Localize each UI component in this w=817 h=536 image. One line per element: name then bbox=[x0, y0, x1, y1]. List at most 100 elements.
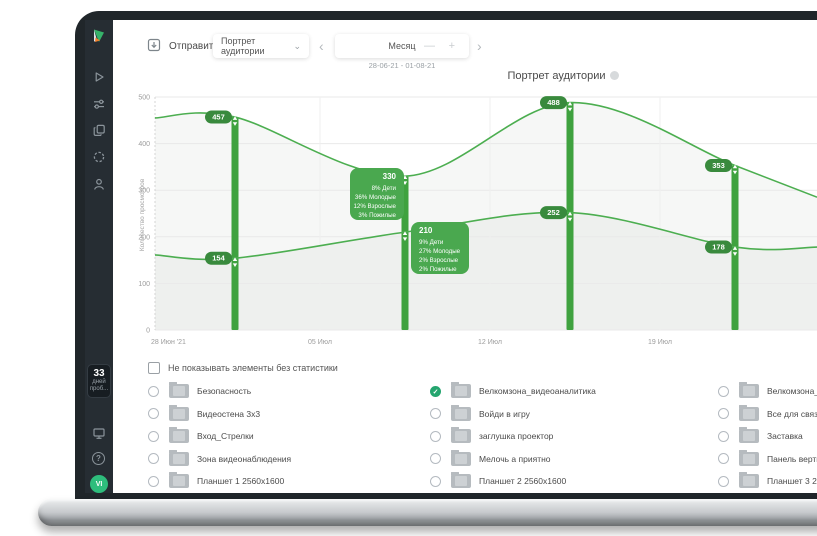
export-report-icon[interactable] bbox=[146, 37, 162, 53]
report-type-value: Портрет аудитории bbox=[221, 36, 265, 56]
svg-text:400: 400 bbox=[138, 141, 150, 148]
audience-chart: 0 100 200 300 400 500 457 154 488 252 353 178 330 8% … bbox=[138, 85, 817, 365]
svg-text:3% Пожилые: 3% Пожилые bbox=[358, 212, 396, 219]
value-pill bbox=[540, 96, 567, 110]
svg-text:252: 252 bbox=[547, 208, 560, 217]
avatar-initials: VI bbox=[95, 480, 103, 488]
app-logo-icon[interactable] bbox=[91, 28, 107, 44]
radio[interactable] bbox=[148, 385, 159, 397]
item-label: Планшет 2 2560х1600 bbox=[479, 476, 567, 486]
svg-text:05 Июл: 05 Июл bbox=[308, 339, 332, 346]
display-icon[interactable] bbox=[92, 426, 106, 440]
svg-text:300: 300 bbox=[138, 188, 150, 195]
hide-empty-checkbox[interactable] bbox=[148, 362, 160, 374]
value-pill bbox=[205, 251, 232, 265]
radio[interactable] bbox=[718, 475, 729, 487]
laptop-screen: 33 дней проб... ? VI Отправить отчёт Пор… bbox=[85, 20, 817, 493]
prev-period-button[interactable]: ‹ bbox=[319, 38, 324, 54]
folder-icon bbox=[451, 382, 471, 398]
svg-text:178: 178 bbox=[712, 243, 725, 252]
radio[interactable] bbox=[430, 408, 441, 419]
value-pill bbox=[705, 159, 732, 173]
list-item[interactable]: Планшет 1 2560х1600 bbox=[148, 472, 416, 490]
folder-icon bbox=[169, 404, 189, 421]
info-icon[interactable] bbox=[609, 71, 619, 80]
value-pill bbox=[540, 206, 567, 220]
pages-icon[interactable] bbox=[92, 123, 106, 137]
list-item[interactable]: Велкомзона_видеоаналитика bbox=[718, 382, 817, 400]
folder-icon bbox=[451, 472, 471, 488]
folder-icon bbox=[451, 449, 471, 466]
list-item[interactable]: Все для связи bbox=[718, 404, 817, 423]
radio[interactable] bbox=[148, 475, 159, 487]
svg-text:2% Взрослые: 2% Взрослые bbox=[419, 257, 459, 264]
list-item[interactable]: Мелочь а приятно bbox=[430, 449, 698, 468]
list-item[interactable]: Видеостена 3х3 bbox=[148, 404, 416, 423]
play-icon[interactable] bbox=[92, 70, 106, 84]
radio[interactable] bbox=[148, 430, 159, 442]
item-label: Зона видеонаблюдения bbox=[197, 453, 292, 464]
svg-text:Количество просмотров: Количество просмотров bbox=[139, 178, 146, 251]
radio[interactable] bbox=[430, 430, 441, 442]
folder-icon bbox=[739, 404, 759, 421]
list-item[interactable]: Зона видеонаблюдения bbox=[148, 449, 416, 468]
value-pill bbox=[205, 110, 232, 124]
radio[interactable] bbox=[148, 408, 159, 419]
help-icon[interactable]: ? bbox=[92, 452, 105, 465]
list-item[interactable]: заглушка проектор bbox=[430, 427, 698, 445]
radio[interactable] bbox=[718, 453, 729, 464]
radio[interactable] bbox=[148, 453, 159, 464]
send-report-button[interactable]: Отправить отчёт bbox=[169, 41, 247, 52]
zoom-in-button[interactable]: + bbox=[448, 40, 455, 52]
chart-title: Портрет аудитории bbox=[443, 70, 683, 82]
svg-text:12% Взрослые: 12% Взрослые bbox=[353, 203, 396, 210]
next-period-button[interactable]: › bbox=[477, 38, 482, 54]
zoom-out-button[interactable]: — bbox=[424, 40, 435, 52]
item-label: Войди в игру bbox=[479, 408, 530, 419]
item-label: Видеостена 3х3 bbox=[197, 408, 261, 419]
list-item[interactable]: Панель вертикальная внутр... bbox=[718, 449, 817, 468]
trial-days: 33 bbox=[93, 368, 105, 379]
data-bar bbox=[231, 117, 239, 330]
svg-text:28 Июн '21: 28 Июн '21 bbox=[151, 339, 186, 346]
avatar[interactable]: VI bbox=[90, 475, 108, 493]
list-item[interactable]: Войди в игру bbox=[430, 404, 698, 423]
sliders-icon[interactable] bbox=[92, 97, 106, 111]
svg-text:27% Молодые: 27% Молодые bbox=[419, 248, 461, 255]
svg-text:500: 500 bbox=[138, 95, 150, 102]
svg-text:457: 457 bbox=[212, 113, 225, 122]
svg-text:0: 0 bbox=[146, 328, 150, 335]
list-item[interactable]: Безопасность bbox=[148, 382, 416, 400]
folder-icon bbox=[169, 449, 189, 466]
radio-checked[interactable]: ✓ bbox=[430, 385, 441, 397]
report-type-select[interactable]: Портрет аудитории ⌄ bbox=[213, 34, 309, 58]
svg-text:9% Дети: 9% Дети bbox=[419, 239, 444, 246]
folder-icon bbox=[169, 427, 189, 443]
list-item[interactable]: Планшет 2 2560х1600 bbox=[430, 472, 698, 490]
trial-line2: проб... bbox=[89, 386, 109, 392]
folder-icon bbox=[451, 404, 471, 421]
period-select[interactable]: Месяц — + bbox=[335, 34, 469, 58]
gear-dashed-icon[interactable] bbox=[92, 150, 106, 164]
hide-empty-row: Не показывать элементы без статистики bbox=[148, 362, 338, 374]
user-icon[interactable] bbox=[92, 177, 106, 191]
list-item[interactable]: ✓ Велкомзона_видеоаналитика bbox=[430, 382, 698, 400]
list-item[interactable]: Заставка bbox=[718, 427, 817, 445]
radio[interactable] bbox=[718, 385, 729, 397]
list-item[interactable]: Вход_Стрелки bbox=[148, 427, 416, 445]
folder-icon bbox=[451, 427, 471, 443]
sidebar: 33 дней проб... ? VI bbox=[85, 20, 113, 493]
radio[interactable] bbox=[718, 408, 729, 419]
radio[interactable] bbox=[718, 430, 729, 442]
trial-badge[interactable]: 33 дней проб... bbox=[87, 364, 111, 398]
folder-icon bbox=[169, 472, 189, 488]
radio[interactable] bbox=[430, 475, 441, 487]
svg-text:330: 330 bbox=[383, 172, 397, 181]
radio[interactable] bbox=[430, 453, 441, 464]
folder-icon bbox=[739, 382, 759, 398]
item-label: Мелочь а приятно bbox=[479, 453, 551, 464]
laptop-base bbox=[38, 499, 817, 526]
list-item[interactable]: Планшет 3 2560х1600 bbox=[718, 472, 817, 490]
trial-line1: дней bbox=[92, 379, 106, 385]
